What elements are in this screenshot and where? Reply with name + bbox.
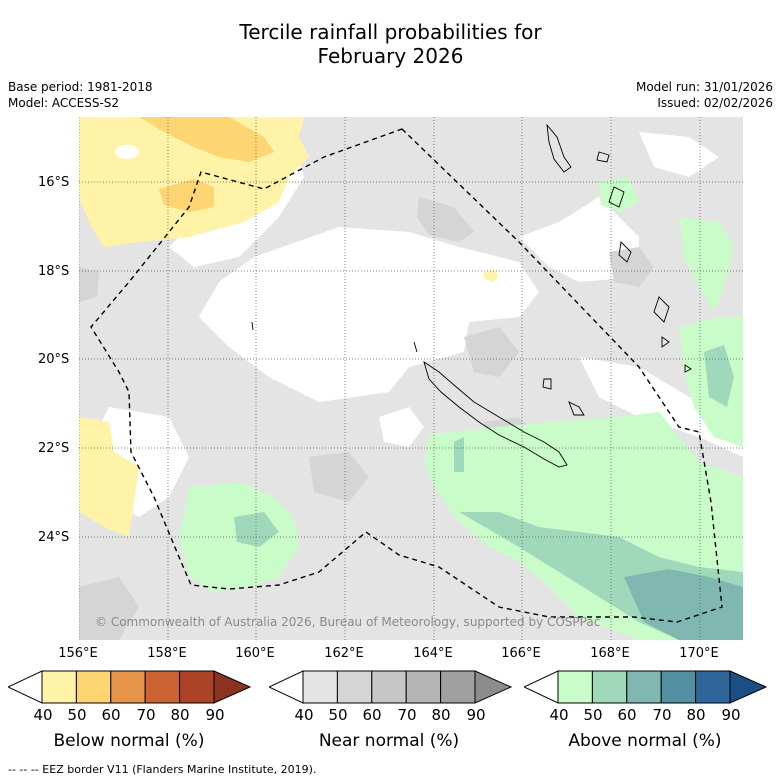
lon-label-166e: 166°E (501, 646, 541, 661)
issued-date: Issued: 02/02/2026 (657, 96, 773, 110)
colorbar-segment (626, 670, 662, 704)
colorbar-above-segments (557, 670, 731, 704)
above-normal-spot (599, 177, 639, 212)
cb-below-tick-50: 50 (67, 706, 87, 724)
meta-left: Base period: 1981-2018 Model: ACCESS-S2 (8, 79, 153, 111)
colorbar-below-normal (8, 670, 252, 704)
colorbar-segment (695, 670, 731, 704)
colorbar-near-high-arrow (474, 670, 513, 704)
cb-near-tick-80: 80 (431, 706, 451, 724)
colorbar-segment (557, 670, 593, 704)
cb-near-tick-60: 60 (362, 706, 382, 724)
map-gridlines (79, 117, 743, 640)
cb-near-tick-40: 40 (294, 706, 314, 724)
small-islands-outline (251, 321, 692, 373)
colorbar-segment (660, 670, 697, 704)
cb-above-tick-50: 50 (583, 706, 603, 724)
cb-below-tick-70: 70 (136, 706, 156, 724)
title-line-1: Tercile rainfall probabilities for (239, 20, 542, 44)
map-title: Tercile rainfall probabilities for Febru… (0, 20, 781, 68)
white-hole (115, 145, 139, 159)
cb-near-tick-90: 90 (466, 706, 486, 724)
colorbar-segment (75, 670, 112, 704)
colorbar-above-low-arrow (524, 670, 559, 704)
colorbar-below-segments (41, 670, 215, 704)
eez-footnote: -- -- -- EEZ border V11 (Flanders Marine… (8, 763, 317, 776)
cb-above-tick-80: 80 (686, 706, 706, 724)
vanuatu-outline (413, 123, 670, 353)
lat-label-22s: 22°S (38, 441, 70, 456)
probability-map[interactable]: © Commonwealth of Australia 2026, Bureau… (79, 117, 743, 640)
loyalty-islands-outline (542, 378, 585, 416)
lat-label-20s: 20°S (38, 352, 70, 367)
above-normal-core-4 (454, 437, 464, 472)
model-run: Model run: 31/01/2026 (635, 80, 773, 94)
colorbar-near-low-arrow (269, 670, 304, 704)
colorbar-near-title: Near normal (%) (318, 731, 460, 751)
base-period: Base period: 1981-2018 (8, 80, 153, 94)
below-normal-spot (483, 269, 499, 282)
below-normal-core-2 (159, 179, 214, 212)
cb-below-tick-60: 60 (101, 706, 121, 724)
lon-label-162e: 162°E (324, 646, 364, 661)
below-normal-core-1 (139, 117, 274, 162)
colorbar-segment (144, 670, 181, 704)
island-outlines (251, 123, 692, 468)
cb-below-tick-90: 90 (205, 706, 225, 724)
eez-border (90, 128, 723, 623)
above-normal-core-3 (234, 512, 279, 547)
cb-near-tick-50: 50 (328, 706, 348, 724)
colorbar-above-title: Above normal (%) (568, 731, 722, 751)
colorbar-above-high-arrow (729, 670, 768, 704)
colorbar-near-normal (269, 670, 513, 704)
above-normal-core-6 (679, 602, 743, 640)
cb-above-tick-40: 40 (549, 706, 569, 724)
colorbar-segment (405, 670, 442, 704)
colorbar-segment (179, 670, 215, 704)
colorbar-below-low-arrow (8, 670, 43, 704)
colorbar-segment (336, 670, 373, 704)
cb-near-tick-70: 70 (397, 706, 417, 724)
lon-label-160e: 160°E (235, 646, 275, 661)
cb-above-tick-60: 60 (617, 706, 637, 724)
lon-label-156e: 156°E (58, 646, 98, 661)
lat-label-18s: 18°S (38, 264, 70, 279)
colorbar-below-title: Below normal (%) (53, 731, 205, 751)
colorbar-segment (591, 670, 628, 704)
below-normal-region-west (79, 417, 139, 537)
lat-label-24s: 24°S (38, 530, 70, 545)
colorbar-segment (302, 670, 338, 704)
new-caledonia-outline (423, 360, 568, 468)
title-line-2: February 2026 (317, 44, 464, 68)
colorbar-segment (371, 670, 407, 704)
above-normal-region-northeast (679, 217, 734, 312)
cb-above-tick-90: 90 (721, 706, 741, 724)
colorbar-below-high-arrow (213, 670, 252, 704)
copyright-notice: © Commonwealth of Australia 2026, Bureau… (95, 615, 600, 629)
lat-label-16s: 16°S (38, 175, 70, 190)
colorbar-segment (41, 670, 77, 704)
cb-below-tick-80: 80 (170, 706, 190, 724)
colorbar-segment (110, 670, 146, 704)
colorbar-above-normal (524, 670, 768, 704)
meta-right: Model run: 31/01/2026 Issued: 02/02/2026 (636, 79, 773, 111)
lon-label-170e: 170°E (679, 646, 719, 661)
cb-below-tick-40: 40 (33, 706, 53, 724)
above-normal-core-2 (704, 345, 734, 407)
lon-label-158e: 158°E (147, 646, 187, 661)
cb-above-tick-70: 70 (652, 706, 672, 724)
lon-label-168e: 168°E (590, 646, 630, 661)
colorbar-near-segments (302, 670, 476, 704)
colorbar-segment (440, 670, 476, 704)
lon-label-164e: 164°E (413, 646, 453, 661)
model-name: Model: ACCESS-S2 (8, 96, 120, 110)
